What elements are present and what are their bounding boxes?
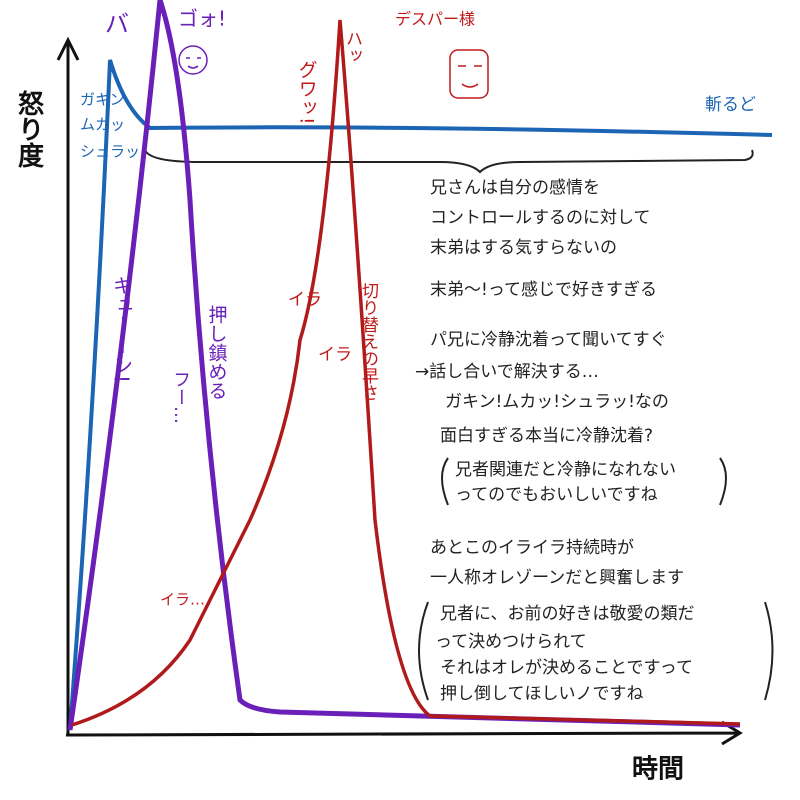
x-axis-label: 時間 — [632, 755, 684, 785]
note-line: 面白すぎる本当に冷静沈着? — [440, 426, 653, 446]
bracket — [441, 457, 449, 506]
notes: 兄さんは自分の感情をコントロールするのに対して末弟はする気すらないの末弟〜!って… — [415, 178, 695, 704]
bracket — [418, 601, 429, 701]
note-line: コントロールするのに対して — [430, 208, 651, 228]
note-line: パ兄に冷静沈着って聞いてすぐ — [430, 330, 667, 350]
red-name: デスパー様 — [395, 10, 475, 29]
note-line: 押し倒してほしいノですね — [440, 684, 644, 704]
red-ha: ハッ — [342, 30, 362, 64]
blue-end-label: 斬るど — [705, 95, 756, 115]
bracket — [719, 457, 727, 506]
blue-curve — [68, 59, 773, 731]
note-line: 末弟はする気すらないの — [430, 238, 617, 258]
purple-sigh: フー… — [170, 370, 191, 424]
note-line: それはオレが決めることですって — [440, 658, 693, 678]
note-line: 一人称オレゾーンだと興奮します — [430, 568, 684, 588]
blue-label: ムカッ — [80, 116, 125, 134]
note-line: ってのでもおいしいですね — [455, 485, 658, 505]
note-line: ガキン!ムカッ!シュラッ!なの — [445, 392, 669, 412]
red-ira: イラ — [288, 290, 322, 310]
bracket — [764, 601, 774, 701]
red-curve — [71, 19, 741, 727]
red-ira: イラ… — [160, 591, 205, 609]
purple-roar: ゴォ! — [178, 7, 226, 31]
note-line: 兄者関連だと冷静になれない — [455, 460, 676, 480]
purple-rise: ギューーン! — [110, 275, 134, 383]
y-axis-label: 怒り度 — [14, 90, 44, 169]
blue-labels: ガキン ムカッ シュラッ 斬るど — [80, 91, 756, 161]
purple-labels: バ ゴォ! ギューーン! 押し鎮める フー… — [105, 7, 228, 425]
red-gwa: グワッ! — [296, 60, 318, 125]
blue-label: ガキン — [80, 91, 125, 109]
note-line: →話し合いで解決する… — [415, 362, 599, 382]
red-ira: イラ — [318, 345, 352, 365]
doodle-face — [449, 49, 489, 99]
note-line: 兄さんは自分の感情を — [430, 178, 600, 198]
y-axis — [56, 36, 80, 736]
note-line: って決めつけられて — [435, 632, 587, 652]
note-line: 末弟〜!って感じで好きすぎる — [430, 280, 657, 300]
red-switch: 切り替えの早さ — [358, 282, 379, 401]
purple-curve — [67, 0, 741, 731]
purple-suppress: 押し鎮める — [206, 305, 228, 400]
note-line: あとこのイライラ持続時が — [430, 538, 634, 558]
note-line: 兄者に、お前の好きは敬愛の類だ — [440, 604, 695, 624]
doodle-face — [178, 45, 208, 75]
brace — [144, 149, 754, 174]
blue-label: シュラッ — [80, 143, 140, 161]
purple-peak-label: バ — [105, 10, 129, 38]
red-labels: ハッ グワッ! デスパー様 イラ イラ イラ… 切り替えの早さ — [160, 10, 475, 609]
